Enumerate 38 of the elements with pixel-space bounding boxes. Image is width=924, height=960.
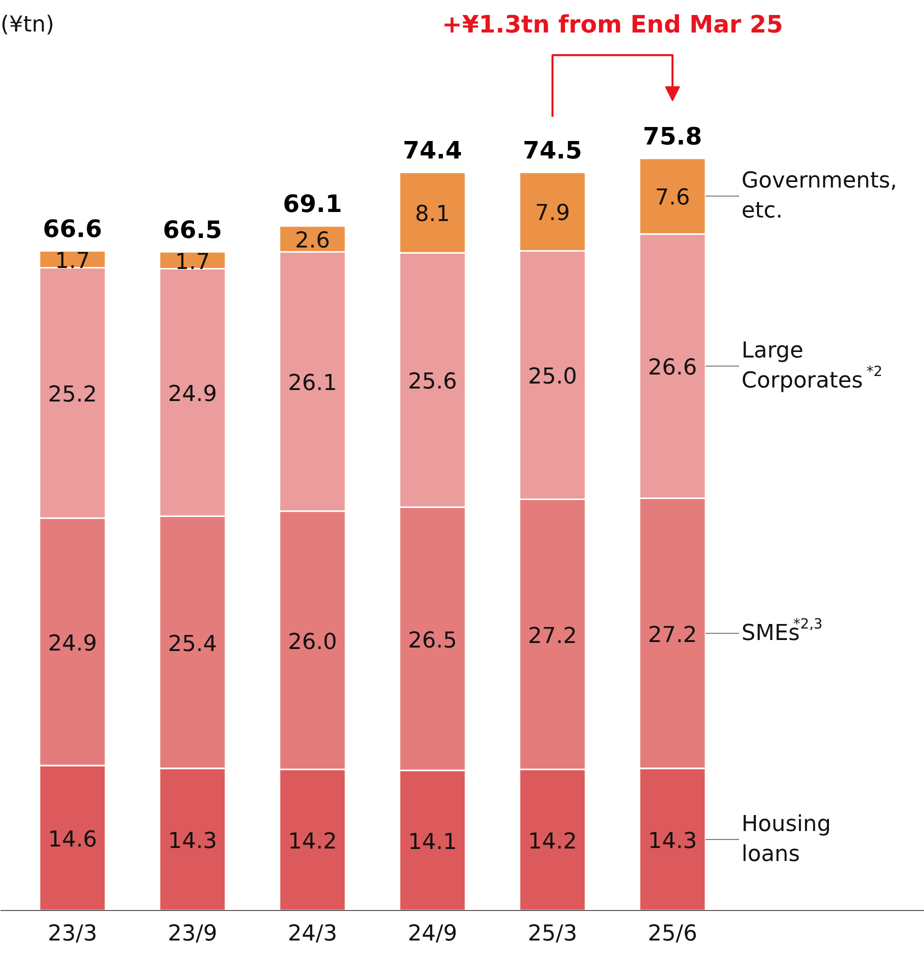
x-tick-label: 24/3 xyxy=(288,922,338,946)
total-label: 69.1 xyxy=(282,190,342,218)
text: +¥1.3tn from End Mar 25 xyxy=(442,10,784,38)
data-label: 2.6 xyxy=(295,228,330,254)
series-label: Governments, etc. xyxy=(742,168,898,224)
data-label: 26.0 xyxy=(288,630,337,655)
data-label: 24.9 xyxy=(168,382,217,407)
total-label: 75.8 xyxy=(642,122,702,150)
text: (¥tn) xyxy=(0,12,54,38)
x-tick-label: 25/6 xyxy=(648,922,698,946)
data-label: 27.2 xyxy=(648,622,697,648)
data-label: 7.9 xyxy=(535,201,570,226)
total-label: 66.5 xyxy=(162,216,222,244)
x-tick-label: 25/3 xyxy=(528,922,578,946)
data-label: 25.4 xyxy=(168,632,217,657)
data-label: 14.3 xyxy=(648,828,697,854)
data-label: 26.6 xyxy=(648,356,697,381)
data-label: 14.1 xyxy=(408,830,457,855)
x-tick-label: 24/9 xyxy=(408,922,458,946)
data-label: 14.3 xyxy=(168,828,217,854)
total-label: 74.4 xyxy=(402,136,462,164)
data-label: 8.1 xyxy=(415,202,450,228)
data-label: 25.0 xyxy=(528,364,577,390)
data-label: 14.2 xyxy=(288,829,337,854)
data-label: 14.6 xyxy=(48,827,97,852)
data-label: 7.6 xyxy=(655,186,690,211)
total-label: 66.6 xyxy=(42,214,102,243)
data-label: 27.2 xyxy=(528,624,577,649)
x-tick-label: 23/9 xyxy=(168,922,218,946)
total-label: 74.5 xyxy=(522,136,582,164)
x-tick-label: 23/3 xyxy=(48,922,98,946)
data-label: 25.2 xyxy=(48,382,97,408)
data-label: 26.5 xyxy=(408,628,457,654)
data-label: 25.6 xyxy=(408,369,457,394)
series-label: Housing loans xyxy=(742,812,831,867)
data-label: 14.2 xyxy=(528,829,577,854)
data-label: 24.9 xyxy=(48,631,97,656)
data-label: 26.1 xyxy=(288,370,337,396)
